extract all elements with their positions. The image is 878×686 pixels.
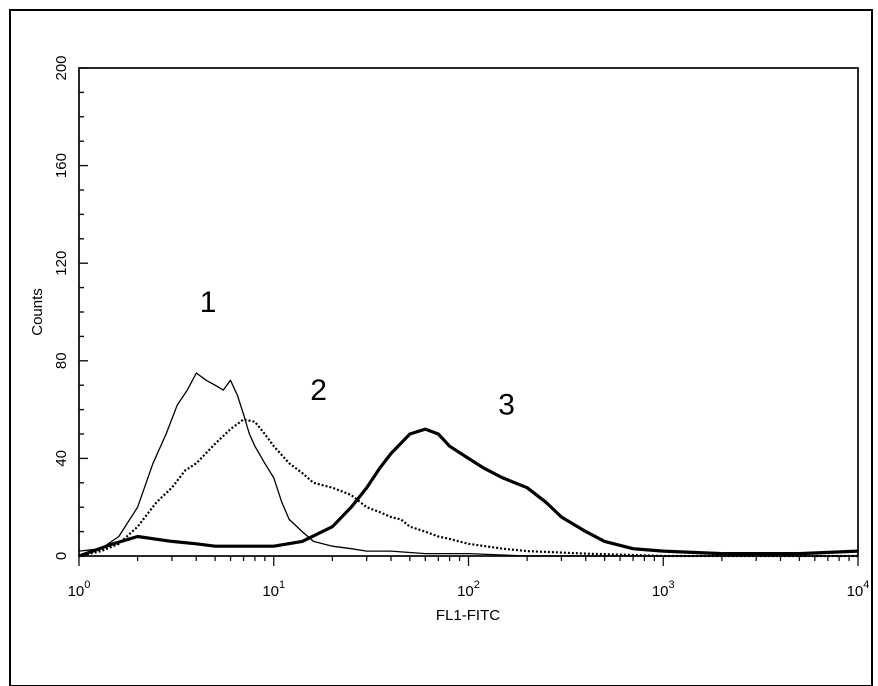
x-tick-base: 10 (652, 583, 669, 600)
annotation-layer: 1 2 3 (200, 286, 515, 421)
curve-label-2: 2 (310, 374, 327, 407)
series-line-2 (78, 418, 858, 558)
x-tick-exponent: 0 (84, 579, 90, 591)
x-tick-base: 10 (68, 583, 85, 600)
x-tick-label: 102 (457, 579, 480, 600)
series-line-1 (78, 372, 858, 557)
y-axis-label: Counts (29, 288, 46, 336)
series-layer (78, 372, 859, 558)
x-tick-label: 101 (262, 579, 285, 600)
x-tick-label: 100 (68, 579, 91, 600)
x-tick-label: 104 (847, 579, 870, 600)
x-tick-label: 103 (652, 579, 675, 600)
y-tick-label: 200 (53, 55, 70, 80)
y-tick-label: 160 (53, 153, 70, 178)
x-axis-label: FL1-FITC (436, 607, 500, 624)
outer-frame (9, 9, 873, 686)
x-axis-ticks: 100 101 102 103 104 (68, 556, 870, 600)
x-tick-exponent: 1 (279, 579, 285, 591)
x-tick-exponent: 4 (863, 579, 869, 591)
x-tick-base: 10 (457, 583, 474, 600)
x-tick-base: 10 (847, 583, 864, 600)
y-tick-label: 120 (53, 251, 70, 276)
y-tick-label: 40 (53, 450, 70, 467)
y-tick-label: 80 (53, 352, 70, 369)
y-tick-label: 0 (53, 552, 70, 560)
curve-label-3: 3 (498, 388, 515, 421)
series-line-3 (78, 427, 859, 558)
curve-label-1: 1 (200, 286, 217, 319)
x-tick-exponent: 2 (474, 579, 480, 591)
x-tick-exponent: 3 (669, 579, 675, 591)
y-axis-ticks: 0 40 80 120 160 200 (53, 55, 88, 560)
x-tick-base: 10 (262, 583, 279, 600)
